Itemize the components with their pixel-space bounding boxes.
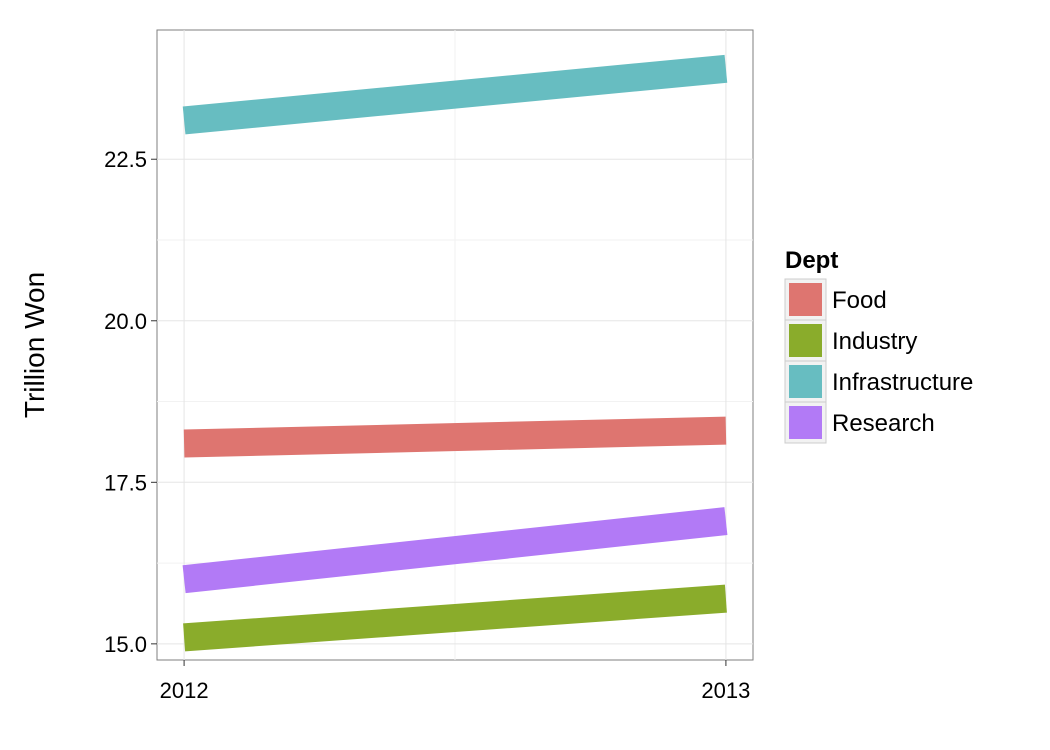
legend: Dept Food Industry Infrastructure Research <box>784 247 973 444</box>
x-tick-label: 2012 <box>160 678 209 703</box>
legend-label: Food <box>832 287 887 314</box>
legend-title: Dept <box>785 247 838 274</box>
legend-label: Industry <box>832 328 917 355</box>
y-axis-title: Trillion Won <box>19 272 50 418</box>
series-line-food <box>183 416 727 458</box>
series-lines <box>182 54 728 652</box>
legend-swatch-infrastructure <box>789 365 822 398</box>
y-tick-label: 22.5 <box>104 147 147 172</box>
y-tick-label: 20.0 <box>104 309 147 334</box>
legend-label: Research <box>832 410 935 437</box>
series-line-research <box>182 507 728 594</box>
legend-label: Infrastructure <box>832 369 973 396</box>
y-tick-label: 17.5 <box>104 470 147 495</box>
legend-swatch-industry <box>789 324 822 357</box>
legend-swatch-research <box>789 406 822 439</box>
series-line-industry <box>183 584 727 652</box>
y-tick-label: 15.0 <box>104 632 147 657</box>
x-tick-label: 2013 <box>701 678 750 703</box>
axes: 15.0 17.5 20.0 22.5 2012 2013 <box>104 147 750 703</box>
legend-swatch-food <box>789 283 822 316</box>
series-line-infrastructure <box>182 54 728 135</box>
